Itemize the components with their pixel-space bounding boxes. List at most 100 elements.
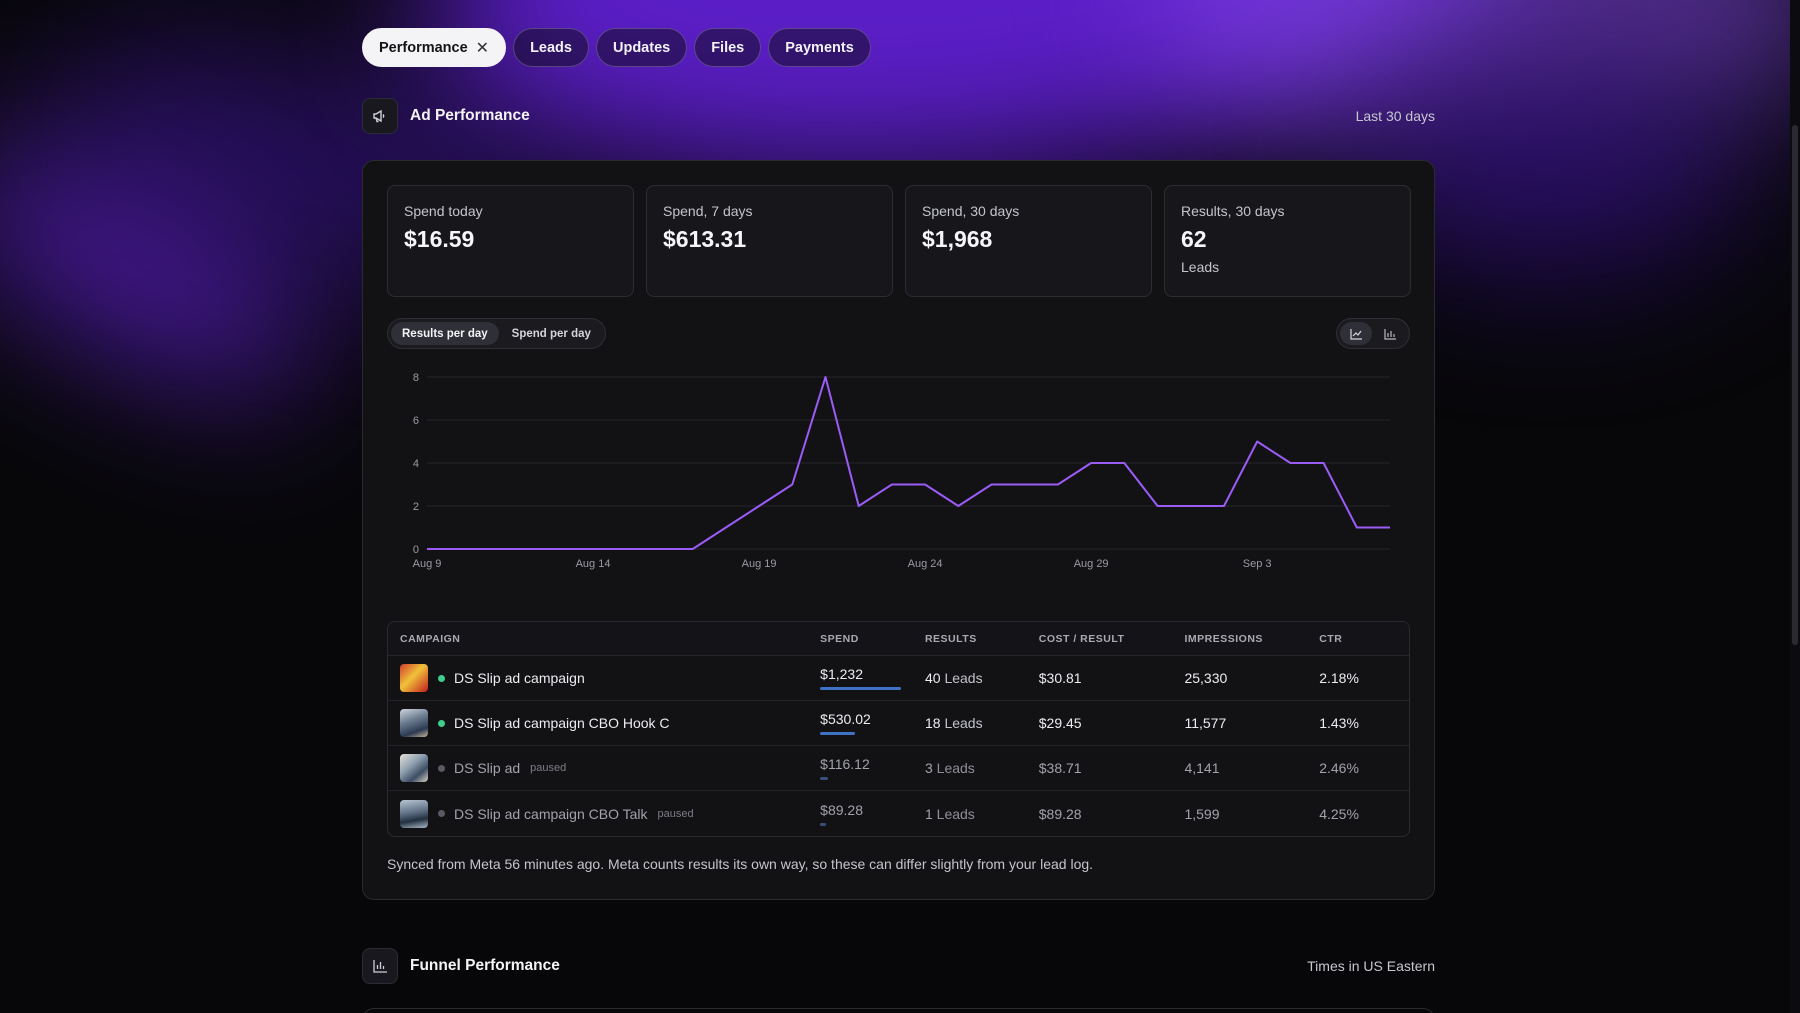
data-point[interactable]	[1152, 500, 1164, 512]
data-point[interactable]	[454, 543, 466, 555]
col-cost-per-result[interactable]: COST / RESULT	[1038, 632, 1125, 645]
stat-value: $613.31	[663, 226, 747, 252]
cost-per-result: $89.28	[1038, 805, 1082, 822]
tab-updates[interactable]: Updates	[595, 28, 688, 67]
data-point[interactable]	[986, 479, 998, 491]
cost-per-result: $30.81	[1038, 670, 1082, 686]
paused-badge: paused	[530, 762, 567, 774]
data-point[interactable]	[620, 543, 632, 555]
data-point[interactable]	[886, 479, 898, 491]
data-point[interactable]	[521, 543, 533, 555]
tab-leads[interactable]: Leads	[513, 28, 589, 67]
table-row[interactable]: DS Slip ad campaign $1,232 40 Leads $30.…	[388, 656, 1409, 701]
spend-bar	[820, 822, 827, 826]
results-unit: Leads	[936, 760, 975, 776]
megaphone-icon	[362, 98, 398, 134]
x-tick-label: Aug 29	[1074, 558, 1109, 570]
data-point[interactable]	[952, 500, 964, 512]
tab-label: Updates	[612, 39, 671, 56]
results-count: 1	[924, 805, 933, 822]
data-point[interactable]	[853, 500, 865, 512]
ctr: 2.18%	[1319, 670, 1359, 686]
table-row[interactable]: DS Slip ad campaign CBO Hook C $530.02 1…	[388, 701, 1409, 746]
scrollbar-thumb[interactable]	[1792, 125, 1798, 645]
results-per-day-button[interactable]: Results per day	[391, 322, 499, 345]
data-point[interactable]	[1384, 522, 1396, 534]
stat-spend-today: Spend today $16.59	[387, 185, 634, 297]
spend-value: $116.12	[820, 756, 870, 772]
date-range-label: Last 30 days	[1355, 108, 1435, 124]
table-row[interactable]: DS Slip ad paused $116.12 3 Leads $38.71…	[388, 746, 1409, 791]
bar-chart-icon	[362, 948, 398, 984]
impressions: 11,577	[1184, 715, 1227, 731]
tab-files[interactable]: Files	[694, 28, 762, 67]
spend-value: $89.28	[820, 801, 863, 818]
data-point[interactable]	[1052, 479, 1064, 491]
data-point[interactable]	[1251, 436, 1263, 448]
col-ctr[interactable]: CTR	[1319, 632, 1343, 645]
col-spend[interactable]: SPEND	[820, 632, 859, 645]
results-series-line	[427, 376, 1390, 550]
y-tick-label: 6	[413, 415, 419, 427]
funnel-performance-header: Funnel Performance Times in US Eastern	[362, 948, 1435, 984]
funnel-performance-card	[362, 1008, 1435, 1013]
results-count: 3	[924, 760, 933, 776]
ad-performance-card: Spend today $16.59 Spend, 7 days $613.31…	[362, 160, 1435, 900]
close-icon[interactable]: ✕	[475, 39, 490, 57]
page-scrollbar[interactable]	[1790, 0, 1800, 1013]
stat-label: Spend, 7 days	[663, 203, 753, 219]
spend-bar	[820, 777, 829, 780]
data-point[interactable]	[587, 543, 599, 555]
tab-label: Payments	[785, 39, 854, 56]
data-point[interactable]	[1318, 457, 1330, 469]
campaign-name: DS Slip ad campaign	[454, 670, 585, 686]
data-point[interactable]	[1085, 457, 1097, 469]
cost-per-result: $29.45	[1038, 715, 1082, 731]
data-point[interactable]	[554, 543, 566, 555]
x-tick-label: Aug 9	[413, 558, 442, 570]
ad-performance-header: Ad Performance Last 30 days	[362, 98, 1435, 134]
status-dot	[438, 810, 445, 817]
ad-thumbnail	[400, 754, 428, 782]
data-point[interactable]	[653, 543, 665, 555]
data-point[interactable]	[1284, 457, 1296, 469]
data-point[interactable]	[1218, 500, 1230, 512]
bar-chart-icon[interactable]	[1374, 322, 1406, 345]
ctr: 4.25%	[1319, 805, 1359, 822]
stat-results-30-days: Results, 30 days 62 Leads	[1164, 185, 1411, 297]
data-point[interactable]	[1019, 479, 1031, 491]
results-unit: Leads	[944, 715, 983, 731]
stat-spend-30-days: Spend, 30 days $1,968	[905, 185, 1152, 297]
stat-value: 62	[1181, 226, 1207, 252]
data-point[interactable]	[1351, 522, 1363, 534]
data-point[interactable]	[1185, 500, 1197, 512]
tab-performance[interactable]: Performance ✕	[362, 28, 507, 67]
x-tick-label: Aug 14	[576, 558, 611, 570]
section-title: Funnel Performance	[410, 957, 560, 974]
spend-per-day-button[interactable]: Spend per day	[511, 327, 591, 340]
data-point[interactable]	[919, 479, 931, 491]
data-point[interactable]	[421, 543, 433, 555]
data-point[interactable]	[1118, 457, 1130, 469]
campaign-name: DS Slip ad campaign CBO Hook C	[454, 715, 670, 731]
data-point[interactable]	[687, 543, 699, 555]
stat-value: $16.59	[404, 226, 475, 252]
impressions: 4,141	[1184, 760, 1220, 776]
data-point[interactable]	[487, 543, 499, 555]
tab-payments[interactable]: Payments	[768, 28, 871, 67]
data-point[interactable]	[786, 479, 798, 491]
results-unit: Leads	[936, 805, 975, 822]
col-impressions[interactable]: IMPRESSIONS	[1184, 632, 1263, 645]
tab-bar: Performance ✕ Leads Updates Files Paymen…	[362, 28, 871, 67]
col-campaign[interactable]: CAMPAIGN	[400, 632, 461, 645]
col-results[interactable]: RESULTS	[924, 632, 977, 645]
table-row[interactable]: DS Slip ad campaign CBO Talk paused $89.…	[388, 791, 1409, 836]
tab-label: Performance	[379, 39, 468, 56]
data-point[interactable]	[819, 371, 831, 383]
data-point[interactable]	[753, 500, 765, 512]
y-tick-label: 8	[413, 372, 419, 384]
ad-thumbnail	[400, 799, 428, 828]
data-point[interactable]	[720, 522, 732, 534]
line-chart-icon[interactable]	[1340, 322, 1372, 345]
x-tick-label: Aug 19	[742, 558, 777, 570]
